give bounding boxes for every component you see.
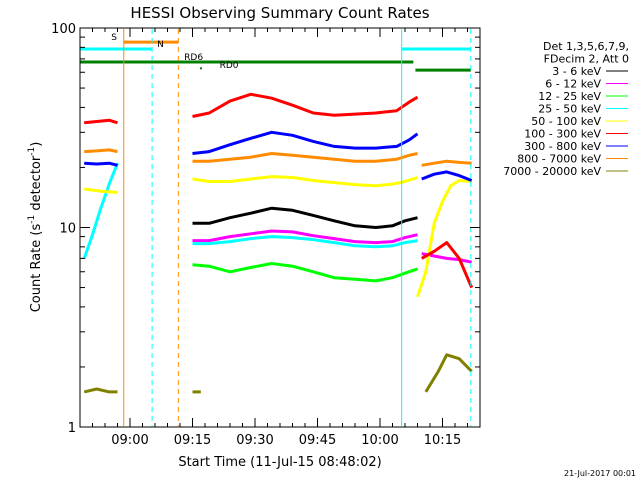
series-line — [84, 148, 118, 154]
mode-flags: S N RD6 RD0 — [80, 33, 471, 72]
series-300-800keV-kev — [84, 130, 473, 182]
y-tick-label: 10 — [59, 222, 76, 237]
series-3-6keV-kev — [192, 206, 418, 229]
legend-item: 6 - 12 keV — [545, 78, 628, 91]
flag-dot — [200, 67, 202, 70]
legend-header: Det 1,3,5,6,7,9, — [543, 40, 629, 53]
series-line — [82, 162, 119, 259]
legend-item: 300 - 800 keV — [524, 140, 628, 153]
series-line — [416, 179, 472, 298]
legend-label: 6 - 12 keV — [545, 78, 601, 91]
legend-item: 12 - 25 keV — [538, 90, 628, 103]
x-tick-label: 09:45 — [299, 433, 336, 448]
series-line — [192, 235, 418, 249]
legend-label: 50 - 100 keV — [531, 115, 601, 128]
x-tick-label: 09:30 — [236, 433, 273, 448]
legend-item: 50 - 100 keV — [531, 115, 628, 128]
series-line — [421, 159, 472, 167]
series-line — [192, 262, 418, 283]
x-tick-label: 10:00 — [361, 433, 398, 448]
x-tick-label: 10:15 — [424, 433, 461, 448]
x-tick-label: 09:15 — [174, 433, 211, 448]
flag-label: N — [157, 40, 164, 50]
legend-item: 3 - 6 keV — [552, 65, 628, 78]
y-tick-label: 1 — [68, 421, 76, 436]
series-line — [83, 387, 118, 394]
series-800-7000keV-kev — [84, 148, 472, 167]
legend-item: 25 - 50 keV — [538, 103, 628, 116]
series-line — [192, 92, 419, 118]
y-tick-label: 100 — [51, 22, 76, 37]
series-line — [192, 175, 418, 188]
series-line — [192, 229, 418, 245]
footer-date: 21-Jul-2017 00:01 — [564, 469, 636, 478]
flag-label: RD0 — [220, 61, 239, 71]
series-line — [421, 170, 473, 182]
x-axis: 09:00 09:15 09:30 09:45 10:00 10:15 — [79, 28, 481, 448]
series-line — [424, 353, 473, 393]
series-50-100keV-kev — [84, 175, 472, 298]
series-12-25keV-kev — [192, 262, 418, 283]
legend-label: 7000 - 20000 keV — [503, 165, 601, 178]
legend-label: 800 - 7000 keV — [517, 153, 601, 166]
series-line — [192, 206, 418, 229]
legend-label: 300 - 800 keV — [524, 140, 601, 153]
legend-item: 800 - 7000 keV — [517, 153, 628, 166]
chart-title: HESSI Observing Summary Count Rates — [130, 4, 429, 22]
y-axis-label: Count Rate (s-1 detector-1) — [27, 142, 44, 313]
series-line — [84, 187, 118, 194]
legend-item: 100 - 300 keV — [524, 128, 628, 141]
series-7000-20000keV-kev — [83, 353, 473, 394]
series-line — [84, 161, 118, 167]
flag-label: RD6 — [184, 53, 203, 63]
series-group — [82, 92, 474, 394]
legend-label: 25 - 50 keV — [538, 103, 601, 116]
series-line — [84, 118, 118, 125]
flag-label: S — [111, 33, 117, 43]
series-line — [420, 241, 474, 289]
legend: Det 1,3,5,6,7,9,FDecim 2, Att 03 - 6 keV… — [503, 40, 629, 178]
series-line — [192, 130, 419, 155]
series-100-300keV-kev — [84, 92, 474, 289]
legend-label: 100 - 300 keV — [524, 128, 601, 141]
x-tick-label: 09:00 — [111, 433, 148, 448]
series-line — [192, 152, 418, 163]
legend-header: FDecim 2, Att 0 — [544, 53, 629, 66]
legend-label: 3 - 6 keV — [552, 65, 601, 78]
x-axis-label: Start Time (11-Jul-15 08:48:02) — [178, 455, 381, 470]
series-25-50keV-kev — [82, 162, 418, 259]
legend-label: 12 - 25 keV — [538, 90, 601, 103]
y-axis: 1 10 100 — [51, 22, 480, 436]
legend-item: 7000 - 20000 keV — [503, 165, 628, 178]
